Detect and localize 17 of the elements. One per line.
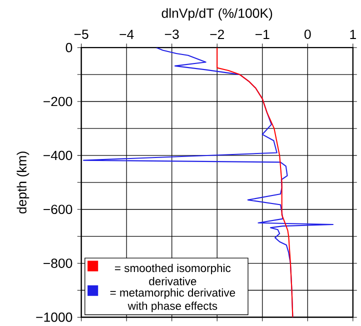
y-tick-label: −800: [44, 258, 72, 268]
x-tick-label: 0: [304, 29, 311, 39]
x-tick-label: −5: [74, 30, 88, 39]
x-tick-label: 1: [350, 30, 356, 39]
y-tick-label: 0: [66, 42, 72, 52]
x-axis-title: dlnVp/dT (%/100K): [162, 8, 272, 20]
legend-label: = smoothed isomorphic derivative: [114, 264, 231, 286]
y-axis-title: depth (km): [16, 151, 30, 214]
legend-label: = metamorphic derivative with phase effects: [110, 288, 236, 312]
x-tick-label: −4: [120, 30, 134, 39]
x-tick-label: −2: [210, 30, 224, 39]
y-tick-label: −200: [44, 96, 72, 106]
x-tick-label: −1: [255, 30, 270, 39]
x-tick-label: −3: [164, 29, 179, 39]
y-tick-label: −600: [44, 204, 72, 214]
y-tick-label: −1000: [36, 312, 72, 322]
y-tick-label: −400: [44, 150, 72, 160]
